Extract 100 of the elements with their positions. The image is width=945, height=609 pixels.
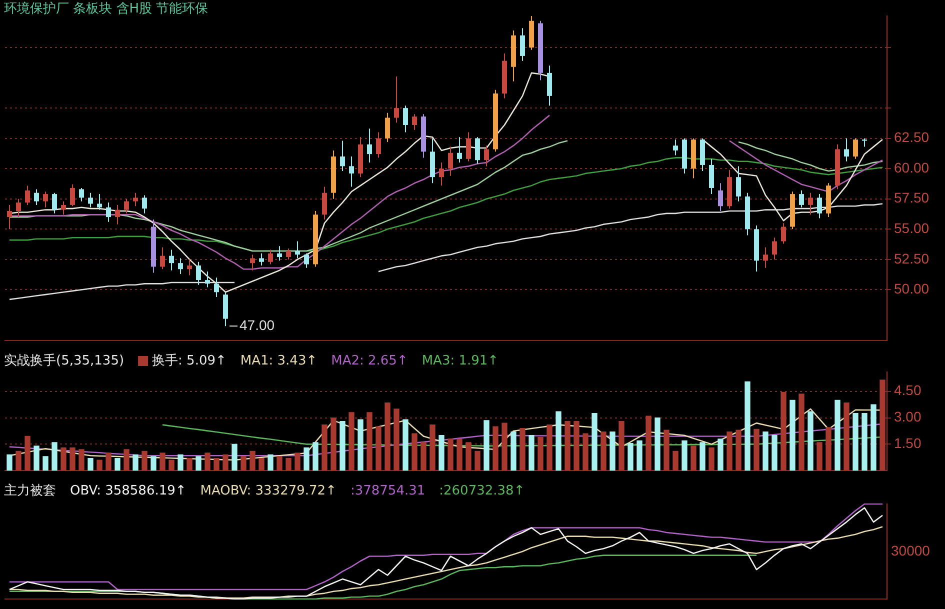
candlestick	[295, 240, 300, 259]
bar	[718, 438, 724, 471]
bar	[646, 416, 652, 471]
bar	[700, 442, 706, 471]
text: :260732.38↑	[439, 483, 525, 498]
bar	[384, 402, 390, 471]
candlestick	[385, 112, 390, 142]
candlestick	[763, 246, 768, 268]
candlestick	[97, 194, 102, 210]
candlestick	[367, 128, 372, 164]
bar	[690, 446, 696, 471]
candlestick	[286, 248, 291, 260]
bar	[618, 420, 624, 471]
candlestick	[322, 186, 327, 220]
candlestick	[853, 138, 858, 160]
bar	[24, 436, 30, 471]
text: MA2: 2.65↑	[331, 353, 408, 368]
y-tick-label: 4.50	[894, 382, 922, 398]
candlestick	[547, 65, 552, 106]
bar	[430, 424, 436, 471]
candlestick	[178, 258, 183, 274]
candlestick	[34, 188, 39, 206]
y-tick-label: 50.00	[894, 280, 930, 297]
candlestick	[277, 246, 282, 262]
candlestick	[484, 145, 489, 167]
bar	[484, 420, 490, 471]
bar	[150, 456, 156, 471]
text: MAOBV: 333279.72↑	[200, 483, 336, 498]
candlestick	[169, 249, 174, 271]
y-tick-label: 3.00	[894, 408, 922, 425]
bar	[636, 440, 642, 471]
bar	[808, 411, 814, 471]
bar	[276, 456, 282, 471]
candlestick	[214, 277, 219, 298]
bar	[772, 435, 778, 471]
bar	[340, 420, 346, 471]
bar	[168, 460, 174, 471]
candlestick	[115, 204, 120, 225]
bar	[402, 419, 408, 471]
candlestick	[781, 222, 786, 244]
y-tick-label: 1.50	[894, 435, 922, 452]
bar	[114, 458, 120, 471]
candlestick	[799, 190, 804, 208]
bar	[394, 408, 400, 471]
candlestick	[304, 252, 309, 268]
bar	[582, 433, 588, 471]
bar	[222, 454, 228, 471]
bar	[466, 442, 472, 471]
candlestick	[718, 182, 723, 212]
candlestick	[205, 271, 210, 288]
candlestick	[16, 198, 21, 218]
bar	[214, 458, 220, 471]
bar	[330, 417, 336, 471]
candlestick	[70, 184, 75, 207]
bar	[178, 454, 184, 471]
candlestick	[106, 202, 111, 222]
bar	[70, 447, 76, 471]
bar	[564, 420, 570, 471]
bar	[556, 411, 562, 471]
candlestick	[250, 254, 255, 271]
bar	[196, 456, 202, 471]
bar	[376, 426, 382, 471]
candlestick	[457, 136, 462, 164]
bar	[574, 420, 580, 471]
bar	[78, 449, 84, 471]
candlestick	[466, 132, 471, 162]
bar	[232, 444, 238, 471]
bar	[852, 413, 858, 471]
candlestick	[52, 192, 57, 214]
candlestick	[439, 162, 444, 186]
candlestick	[520, 28, 525, 62]
bar	[106, 452, 112, 471]
bar	[538, 436, 544, 471]
candlestick	[88, 192, 93, 208]
y-tick-label: 60.00	[894, 159, 930, 176]
candlestick	[448, 146, 453, 176]
bar	[258, 458, 264, 471]
bar	[654, 417, 660, 471]
bar	[34, 446, 40, 471]
text: :378754.31	[350, 483, 426, 498]
text: 30000	[891, 542, 930, 558]
bar	[870, 404, 876, 471]
bar	[438, 435, 444, 471]
bar	[132, 454, 138, 471]
candlestick	[340, 140, 345, 172]
bar	[304, 447, 310, 471]
bar	[762, 432, 768, 471]
candlestick	[349, 156, 354, 188]
candlestick	[268, 249, 273, 265]
y-tick-label: 57.50	[894, 190, 930, 206]
bar	[412, 433, 418, 471]
bar	[312, 442, 318, 471]
bar	[286, 458, 292, 471]
candlestick	[817, 194, 822, 219]
candlestick	[772, 237, 777, 260]
bar	[186, 458, 192, 471]
bar	[600, 432, 606, 471]
bar	[420, 442, 426, 471]
bar	[124, 449, 130, 471]
bar	[240, 456, 246, 471]
